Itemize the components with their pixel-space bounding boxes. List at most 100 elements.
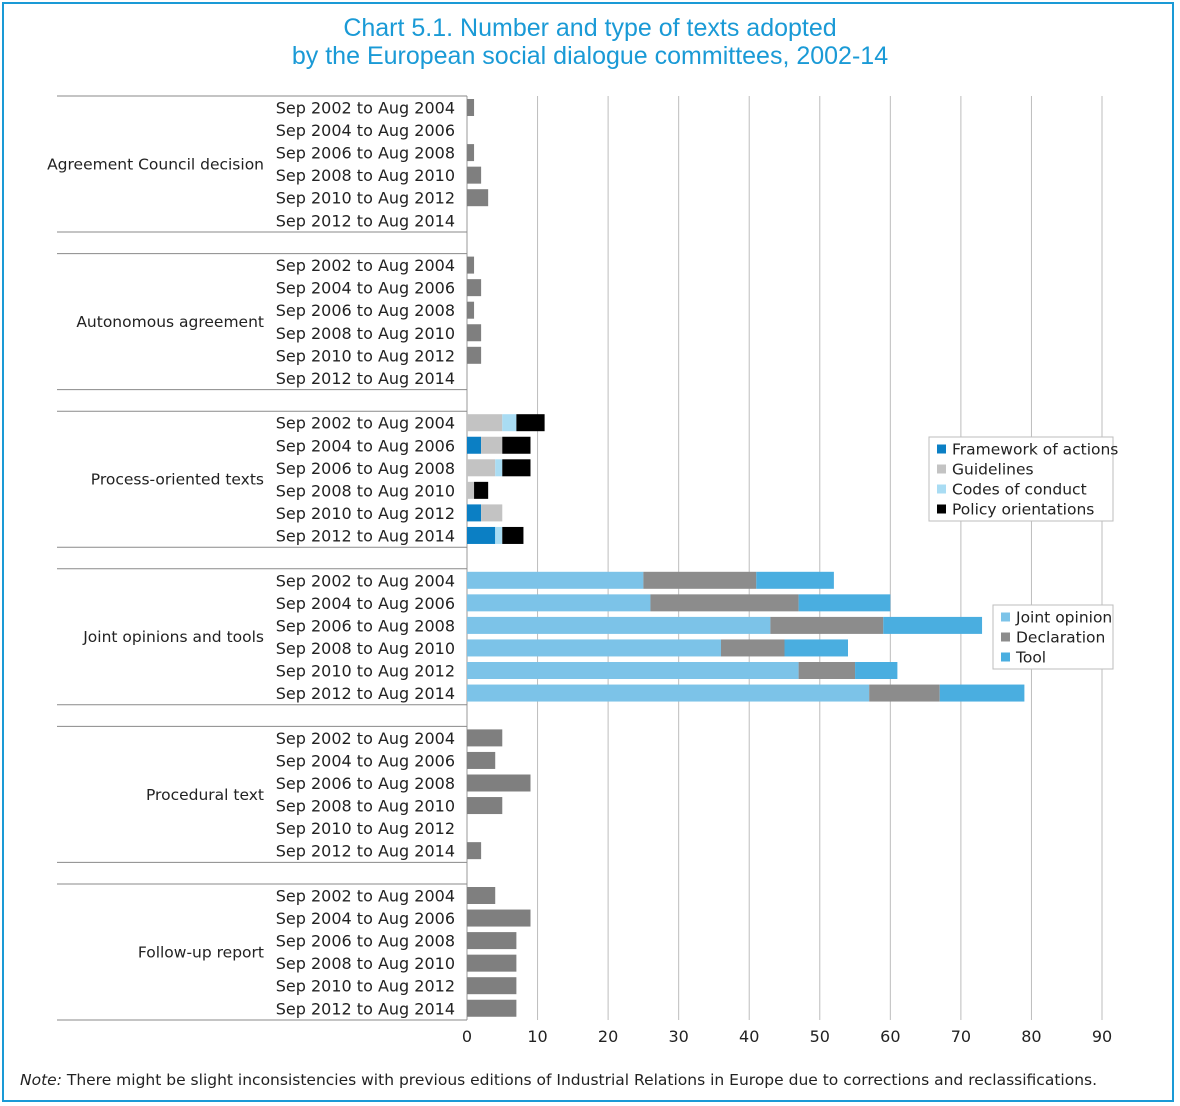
bar [467, 256, 475, 274]
group-label: Procedural text [146, 786, 264, 804]
bar [467, 346, 482, 364]
x-tick-label: 90 [1092, 1027, 1112, 1046]
bar [467, 189, 489, 207]
period-label: Sep 2008 to Aug 2010 [276, 954, 455, 973]
bar [467, 301, 475, 319]
chart-title-line-2: by the European social dialogue committe… [291, 42, 889, 70]
x-tick-label: 50 [810, 1027, 830, 1046]
bar [855, 662, 898, 679]
period-label: Sep 2004 to Aug 2006 [276, 909, 455, 928]
period-label: Sep 2008 to Aug 2010 [276, 481, 455, 500]
bar [650, 594, 799, 612]
note-text: There might be slight inconsistencies wi… [66, 1071, 1098, 1089]
legend-swatch [937, 444, 946, 454]
period-label: Sep 2004 to Aug 2006 [276, 121, 455, 140]
bar-marks [467, 99, 1025, 1017]
period-label: Sep 2002 to Aug 2004 [276, 99, 455, 118]
group-label: Process-oriented texts [91, 471, 264, 489]
legend-swatch [1001, 612, 1010, 622]
bar [721, 639, 785, 657]
period-label: Sep 2012 to Aug 2014 [276, 842, 455, 861]
bar [467, 481, 475, 499]
period-label: Sep 2010 to Aug 2012 [276, 189, 455, 208]
period-label: Sep 2012 to Aug 2014 [276, 526, 455, 545]
bar [467, 751, 496, 769]
period-label: Sep 2004 to Aug 2006 [276, 594, 455, 613]
x-tick-label: 20 [598, 1027, 618, 1046]
axis-labels: 0 10 20 30 40 50 60 70 80 90 Agreement Council dec… [47, 99, 1112, 1047]
chart-title-line-1: Chart 5.1. Number and type of texts adop… [343, 14, 837, 42]
bar [495, 459, 503, 477]
period-label: Sep 2002 to Aug 2004 [276, 887, 455, 906]
period-label: Sep 2010 to Aug 2012 [276, 819, 455, 838]
bar [516, 414, 545, 432]
bar [467, 594, 651, 612]
bar [643, 571, 757, 589]
bar [467, 571, 644, 589]
period-label: Sep 2002 to Aug 2004 [276, 256, 455, 275]
legend-box [992, 604, 1114, 670]
group-label: Joint opinions and tools [82, 628, 264, 646]
note-label: Note: [20, 1071, 62, 1089]
chart-note: Note: There might be slight inconsistenc… [20, 1071, 1170, 1089]
bar [467, 954, 517, 972]
period-label: Sep 2006 to Aug 2008 [276, 301, 455, 320]
legend-swatch [937, 484, 946, 494]
bar [467, 639, 721, 657]
bar [467, 436, 482, 454]
bar [502, 436, 531, 454]
legend-label: Tool [1015, 649, 1046, 667]
bar [502, 414, 517, 432]
x-tick-label: 0 [462, 1027, 472, 1046]
bar [467, 414, 503, 432]
group-label: Follow-up report [138, 943, 264, 961]
bar [467, 729, 503, 747]
x-tick-label: 60 [880, 1027, 900, 1046]
legend-label: Codes of conduct [952, 481, 1087, 499]
bar [798, 594, 891, 612]
period-label: Sep 2010 to Aug 2012 [276, 662, 455, 681]
legend-swatch [937, 464, 946, 474]
legend: Framework of actions Guidelines Codes of c… [928, 436, 1118, 522]
bar [756, 571, 834, 589]
bar [467, 842, 482, 860]
period-label: Sep 2006 to Aug 2008 [276, 459, 455, 478]
period-label: Sep 2010 to Aug 2012 [276, 346, 455, 365]
bar [784, 639, 848, 657]
bar [883, 616, 983, 634]
period-label: Sep 2008 to Aug 2010 [276, 797, 455, 816]
group-label: Agreement Council decision [47, 155, 264, 173]
bar [502, 459, 531, 477]
legend-label: Framework of actions [952, 441, 1118, 459]
period-label: Sep 2012 to Aug 2014 [276, 684, 455, 703]
grid-lines [57, 95, 1103, 1021]
period-label: Sep 2002 to Aug 2004 [276, 729, 455, 748]
bar [467, 662, 799, 679]
period-label: Sep 2004 to Aug 2006 [276, 436, 455, 455]
bar [467, 526, 496, 544]
legend-label: Policy orientations [952, 501, 1094, 519]
bar [467, 932, 517, 950]
bar [467, 797, 503, 815]
period-label: Sep 2010 to Aug 2012 [276, 977, 455, 996]
legend-label: Joint opinion [1015, 609, 1112, 627]
chart-title: Chart 5.1. Number and type of texts adop… [0, 14, 1180, 70]
bar [467, 616, 771, 634]
x-tick-label: 10 [527, 1027, 547, 1046]
bar [467, 504, 482, 522]
x-tick-label: 80 [1021, 1027, 1041, 1046]
period-label: Sep 2008 to Aug 2010 [276, 324, 455, 343]
period-label: Sep 2006 to Aug 2008 [276, 616, 455, 635]
bar [467, 279, 482, 297]
bar [474, 481, 489, 499]
bar [467, 909, 531, 927]
period-label: Sep 2002 to Aug 2004 [276, 414, 455, 433]
period-label: Sep 2008 to Aug 2010 [276, 166, 455, 185]
x-tick-label: 30 [668, 1027, 688, 1046]
legend-swatch [937, 504, 946, 514]
legend: Joint opinion Declaration Tool [992, 604, 1114, 670]
period-label: Sep 2006 to Aug 2008 [276, 774, 455, 793]
bar [798, 662, 856, 679]
bar [481, 504, 503, 522]
